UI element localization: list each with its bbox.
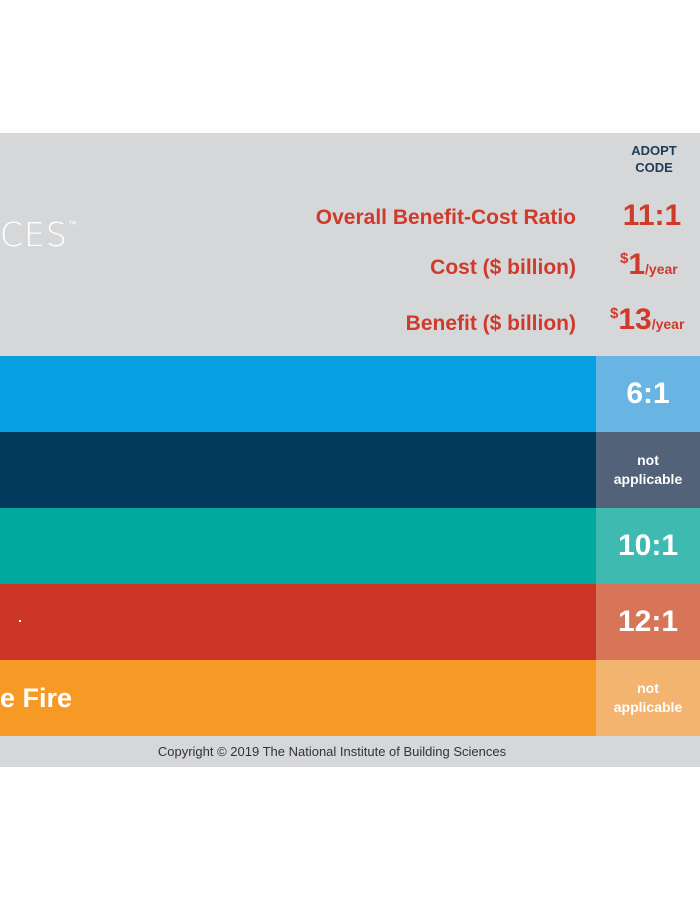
row-label: e Fire — [0, 683, 73, 713]
metric-value-benefit: $13/year — [610, 303, 685, 336]
metric-value-cost: $1/year — [620, 248, 678, 281]
row-ratio: not applicable — [596, 660, 700, 736]
adopt-header-line2: CODE — [635, 160, 673, 175]
metric-value-overall-ratio: 11:1 — [622, 199, 682, 232]
row-ratio: 12:1 — [596, 584, 700, 660]
metric-label-benefit: Benefit ($ billion) — [405, 312, 576, 335]
row-bar — [0, 508, 596, 584]
metric-label-overall-ratio: Overall Benefit-Cost Ratio — [315, 206, 576, 229]
adopt-header-line1: ADOPT — [631, 143, 677, 158]
row-ratio: not applicable — [596, 432, 700, 508]
table-row: 6:1 — [0, 356, 700, 432]
table-row: 12:1 — [0, 584, 700, 660]
copyright-notice: Copyright © 2019 The National Institute … — [157, 744, 507, 759]
row-ratio: 10:1 — [596, 508, 700, 584]
table-row: e Fire not applicable — [0, 660, 700, 736]
row-ratio: 6:1 — [596, 356, 700, 432]
table-row: 10:1 — [0, 508, 700, 584]
table-row: not applicable — [0, 432, 700, 508]
metric-label-cost: Cost ($ billion) — [430, 256, 576, 279]
row-bar — [0, 432, 596, 508]
bullet-dot — [19, 620, 21, 622]
logo-text: CES™ — [0, 215, 78, 254]
row-bar — [0, 660, 596, 736]
row-bar — [0, 584, 596, 660]
adopt-code-header: ADOPT CODE — [604, 142, 700, 176]
row-bar — [0, 356, 596, 432]
